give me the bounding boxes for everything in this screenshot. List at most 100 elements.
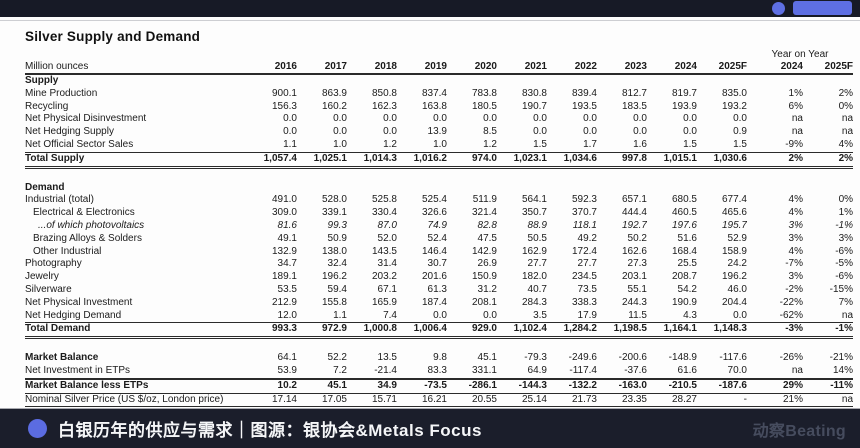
value-cell: 1,014.3 <box>347 152 397 169</box>
yoy-cell: 3% <box>788 219 803 231</box>
value-cell: 82.8 <box>477 219 497 231</box>
yoy-cell: -7% <box>785 258 803 270</box>
value-cell <box>497 74 547 88</box>
value-cell: 7.4 <box>347 309 397 324</box>
value-cell: 118.1 <box>572 219 597 231</box>
value-cell: 162.6 <box>621 245 647 257</box>
yoy-cell: -1% <box>803 322 854 340</box>
yoy-cell: na <box>803 393 854 408</box>
value-cell: 3.5 <box>497 309 547 324</box>
row-label: Net Physical Investment <box>25 296 133 308</box>
value-cell: 13.9 <box>427 126 447 138</box>
value-cell: 31.2 <box>477 283 497 295</box>
value-cell: 592.3 <box>571 194 597 206</box>
yoy-cell: na <box>791 113 803 125</box>
value-cell: 88.9 <box>527 219 547 231</box>
value-cell: 190.9 <box>671 296 697 308</box>
value-cell: 1,284.2 <box>547 322 597 340</box>
value-cell: 26.9 <box>477 258 497 270</box>
yoy-cell: 21% <box>747 393 803 408</box>
value-cell: 244.3 <box>621 296 647 308</box>
value-cell: 528.0 <box>321 194 347 206</box>
value-cell: 657.1 <box>621 194 647 206</box>
value-cell: 0.0 <box>533 126 547 138</box>
value-cell: -79.3 <box>524 352 547 364</box>
value-cell: 15.71 <box>347 393 397 408</box>
value-cell: 193.2 <box>721 100 747 112</box>
yoy-year-header: 2025F <box>803 60 854 75</box>
value-cell: 0.0 <box>733 113 747 125</box>
row-label: Net Hedging Demand <box>25 309 247 324</box>
yoy-cell: -2% <box>785 283 803 295</box>
yoy-cell: -9% <box>747 138 803 153</box>
value-cell: 1,164.1 <box>647 322 697 340</box>
value-cell: 1.5 <box>647 138 697 153</box>
year-header: 2017 <box>297 60 347 75</box>
value-cell: 1.0 <box>297 138 347 153</box>
yoy-cell: 2% <box>838 87 854 99</box>
value-cell: 0.0 <box>397 309 447 324</box>
yoy-cell: 4% <box>788 245 803 257</box>
value-cell: 193.9 <box>671 100 697 112</box>
table-row: Total Demand 993.3 972.9 1,000.8 1,006.4 929.… <box>25 322 854 340</box>
value-cell: 1.5 <box>697 138 747 153</box>
row-label: Recycling <box>25 100 69 112</box>
value-cell: 81.6 <box>277 219 297 231</box>
table-row: Net Physical Disinvestment 0.0 0.0 0.0 0.0 0.… <box>25 113 853 126</box>
value-cell: 21.73 <box>547 393 597 408</box>
value-cell <box>647 74 697 88</box>
value-cell: 50.9 <box>327 232 347 244</box>
table-row: Demand <box>25 182 853 195</box>
value-cell: 45.1 <box>297 378 347 394</box>
yoy-cell: -11% <box>803 378 854 394</box>
yoy-cell: -6% <box>835 245 854 257</box>
value-cell: 1,102.4 <box>497 322 547 340</box>
value-cell: 27.3 <box>627 258 647 270</box>
value-cell: 491.0 <box>271 194 297 206</box>
value-cell: 997.8 <box>597 152 647 169</box>
value-cell: 51.6 <box>677 232 697 244</box>
value-cell: 203.1 <box>621 271 647 283</box>
value-cell: 201.6 <box>421 271 447 283</box>
value-cell: 974.0 <box>447 152 497 169</box>
yoy-cell: 14% <box>803 364 854 380</box>
yoy-cell: -5% <box>835 258 854 270</box>
yoy-cell: -22% <box>779 296 803 308</box>
value-cell <box>597 182 647 195</box>
value-cell: 284.3 <box>521 296 547 308</box>
value-cell: 83.3 <box>397 364 447 380</box>
value-cell <box>447 74 497 88</box>
value-cell: - <box>697 393 747 408</box>
yoy-cell: 0% <box>838 100 854 112</box>
value-cell: 511.9 <box>472 194 497 206</box>
value-cell: 1.6 <box>597 138 647 153</box>
value-cell: 49.1 <box>277 232 297 244</box>
value-cell: 34.9 <box>347 378 397 394</box>
yoy-cell: 1% <box>838 207 854 219</box>
table-row: Photography 34.7 32.4 31.4 30.7 26.9 27.7 27.7 2… <box>25 258 853 271</box>
value-cell <box>297 182 347 195</box>
row-label: ...of which photovoltaics <box>38 219 145 231</box>
table-row: Net Hedging Supply 0.0 0.0 0.0 13.9 8.5 0.0 0.0… <box>25 126 853 139</box>
value-cell: 326.6 <box>421 207 447 219</box>
value-cell: 9.8 <box>433 352 447 364</box>
yoy-cell <box>803 182 853 195</box>
value-cell: -210.5 <box>647 378 697 394</box>
value-cell: 52.4 <box>427 232 447 244</box>
value-cell: 1,016.2 <box>397 152 447 169</box>
value-cell: 30.7 <box>427 258 447 270</box>
value-cell: 1,025.1 <box>297 152 347 169</box>
value-cell: 1,057.4 <box>247 152 297 169</box>
value-cell: 59.4 <box>327 283 347 295</box>
value-cell: 350.7 <box>521 207 547 219</box>
value-cell: 234.5 <box>571 271 597 283</box>
row-label: Electrical & Electronics <box>33 207 135 219</box>
value-cell: 74.9 <box>427 219 447 231</box>
yoy-cell <box>747 74 803 88</box>
yoy-cell: 4% <box>788 194 803 206</box>
value-cell: 863.9 <box>321 87 347 99</box>
value-cell <box>397 182 447 195</box>
value-cell: 165.9 <box>371 296 397 308</box>
value-cell: 197.6 <box>671 219 697 231</box>
value-cell: 32.4 <box>327 258 347 270</box>
